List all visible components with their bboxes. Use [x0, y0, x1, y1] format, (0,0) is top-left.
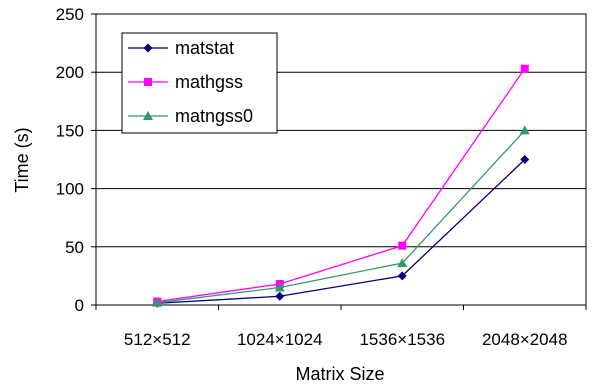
legend: matstat mathgss matngss0	[121, 32, 278, 134]
series-group	[152, 64, 530, 308]
x-axis-title: Matrix Size	[295, 364, 384, 384]
legend-item-matngss0: matngss0	[128, 106, 253, 126]
matngss0-line	[157, 129, 526, 304]
legend-item-matstat: matstat	[128, 38, 234, 58]
x-axis-ticks: 512×512 1024×1024 1536×1536 2048×2048	[95, 305, 587, 349]
legend-item-mathgss: mathgss	[128, 72, 243, 92]
mathgss-point	[398, 241, 407, 250]
matngss0-point	[152, 297, 163, 307]
mathgss-point	[520, 64, 529, 73]
matngss0-point	[397, 258, 408, 268]
matngss0-point	[519, 125, 530, 135]
series-matngss0	[152, 125, 530, 307]
y-axis-ticks: 0 50 100 150 200 250	[56, 5, 96, 315]
y-tick-label: 200	[56, 63, 84, 82]
legend-label: matngss0	[175, 106, 253, 126]
matstat-point	[520, 155, 530, 164]
legend-label: mathgss	[175, 72, 243, 92]
x-tick-label: 1536×1536	[359, 330, 445, 349]
y-axis-title: Time (s)	[12, 127, 32, 192]
x-tick-label: 512×512	[124, 330, 191, 349]
x-tick-label: 1024×1024	[237, 330, 323, 349]
x-tick-label: 2048×2048	[482, 330, 568, 349]
y-tick-label: 50	[65, 238, 84, 257]
series-matstat	[152, 155, 530, 308]
y-tick-label: 0	[75, 296, 84, 315]
y-tick-label: 250	[56, 5, 84, 24]
legend-marker	[144, 78, 152, 86]
legend-marker	[143, 43, 153, 53]
matngss0-point	[274, 282, 285, 292]
matstat-line	[157, 159, 526, 304]
y-tick-label: 100	[56, 180, 84, 199]
matstat-point	[275, 291, 285, 301]
mathgss-line	[157, 68, 526, 303]
legend-marker	[143, 111, 153, 120]
matstat-point	[397, 271, 407, 281]
y-tick-label: 150	[56, 121, 84, 140]
legend-label: matstat	[175, 38, 234, 58]
